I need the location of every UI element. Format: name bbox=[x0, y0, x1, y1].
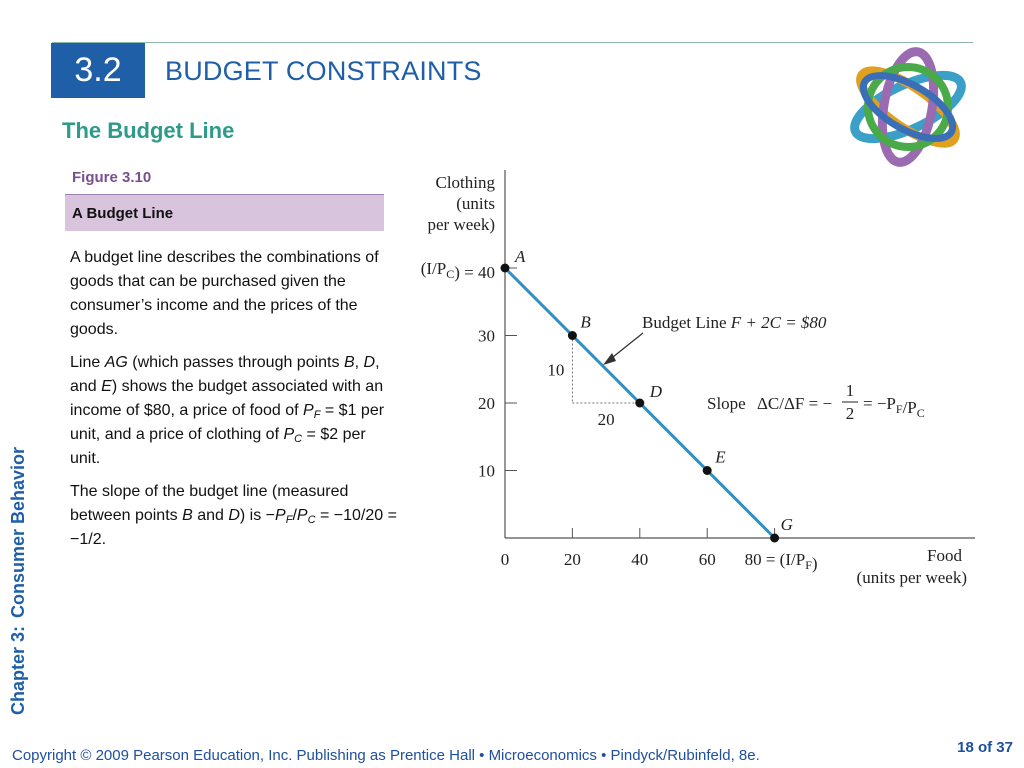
figure-label: Figure 3.10 bbox=[72, 169, 152, 186]
budget-line-chart: Clothing (units per week) Food (units per we… bbox=[421, 170, 975, 587]
body-text: A budget line describes the combinations… bbox=[70, 246, 400, 561]
footer-copyright: Copyright © 2009 Pearson Education, Inc.… bbox=[12, 747, 760, 764]
x-tick-label: 20 bbox=[564, 550, 581, 569]
figure-caption: A Budget Line bbox=[72, 205, 174, 222]
y-tick-label: 20 bbox=[478, 394, 495, 413]
point-g bbox=[770, 533, 780, 543]
y-tick-label: 30 bbox=[478, 327, 495, 346]
chapter-number: Chapter 3: bbox=[8, 625, 28, 715]
point-label-b: B bbox=[580, 313, 591, 332]
x-tick-label: 80 = (I/PF) bbox=[745, 550, 818, 573]
point-label-g: G bbox=[781, 515, 793, 534]
y-tick-label: (I/PC) = 40 bbox=[421, 259, 495, 282]
budget-line-arrow bbox=[607, 332, 644, 362]
y-axis-title-line: Clothing bbox=[435, 173, 495, 192]
x-tick-label: 60 bbox=[699, 550, 716, 569]
run-label: 20 bbox=[598, 410, 615, 429]
point-label-a: A bbox=[514, 247, 526, 266]
paragraph-3: The slope of the budget line (measured b… bbox=[70, 483, 397, 548]
slope-expression-left: ΔC/ΔF = − bbox=[757, 394, 832, 413]
section-number: 3.2 bbox=[74, 51, 122, 89]
x-tick-label: 40 bbox=[631, 550, 648, 569]
slide-subtitle: The Budget Line bbox=[62, 118, 235, 143]
rings-logo-icon bbox=[850, 47, 966, 167]
budget-line-annotation: Budget Line F + 2C = $80 bbox=[642, 313, 827, 332]
point-d bbox=[635, 398, 645, 408]
figure-caption-box: A Budget Line bbox=[65, 194, 384, 231]
rise-label: 10 bbox=[547, 360, 564, 379]
point-a bbox=[500, 263, 510, 273]
page-number: 18 of 37 bbox=[957, 739, 1013, 756]
section-title: BUDGET CONSTRAINTS bbox=[165, 56, 482, 86]
header-rule bbox=[52, 42, 973, 43]
x-axis-title-line: (units per week) bbox=[857, 568, 967, 587]
budget-line-arrowhead bbox=[603, 353, 616, 365]
chapter-side-label: Chapter 3: Consumer Behavior bbox=[8, 395, 38, 715]
slope-fraction-denominator: 2 bbox=[846, 404, 855, 423]
x-tick-label: 0 bbox=[501, 550, 510, 569]
point-label-e: E bbox=[714, 448, 726, 467]
slope-fraction-numerator: 1 bbox=[846, 381, 855, 400]
y-axis-title-line: per week) bbox=[428, 215, 496, 234]
slope-expression-right: = −PF/PC bbox=[863, 394, 925, 420]
paragraph-1: A budget line describes the combinations… bbox=[70, 249, 379, 338]
x-axis-title-line: Food bbox=[927, 546, 962, 565]
point-label-d: D bbox=[649, 382, 663, 401]
chapter-title: Consumer Behavior bbox=[8, 446, 28, 618]
point-e bbox=[702, 466, 712, 475]
section-number-badge: 3.2 bbox=[51, 43, 145, 98]
y-axis-title-line: (units bbox=[456, 194, 495, 213]
y-tick-label: 10 bbox=[478, 462, 495, 481]
point-b bbox=[567, 331, 577, 340]
paragraph-2: Line AG (which passes through points B, … bbox=[70, 354, 385, 467]
slope-label: Slope bbox=[707, 394, 746, 413]
